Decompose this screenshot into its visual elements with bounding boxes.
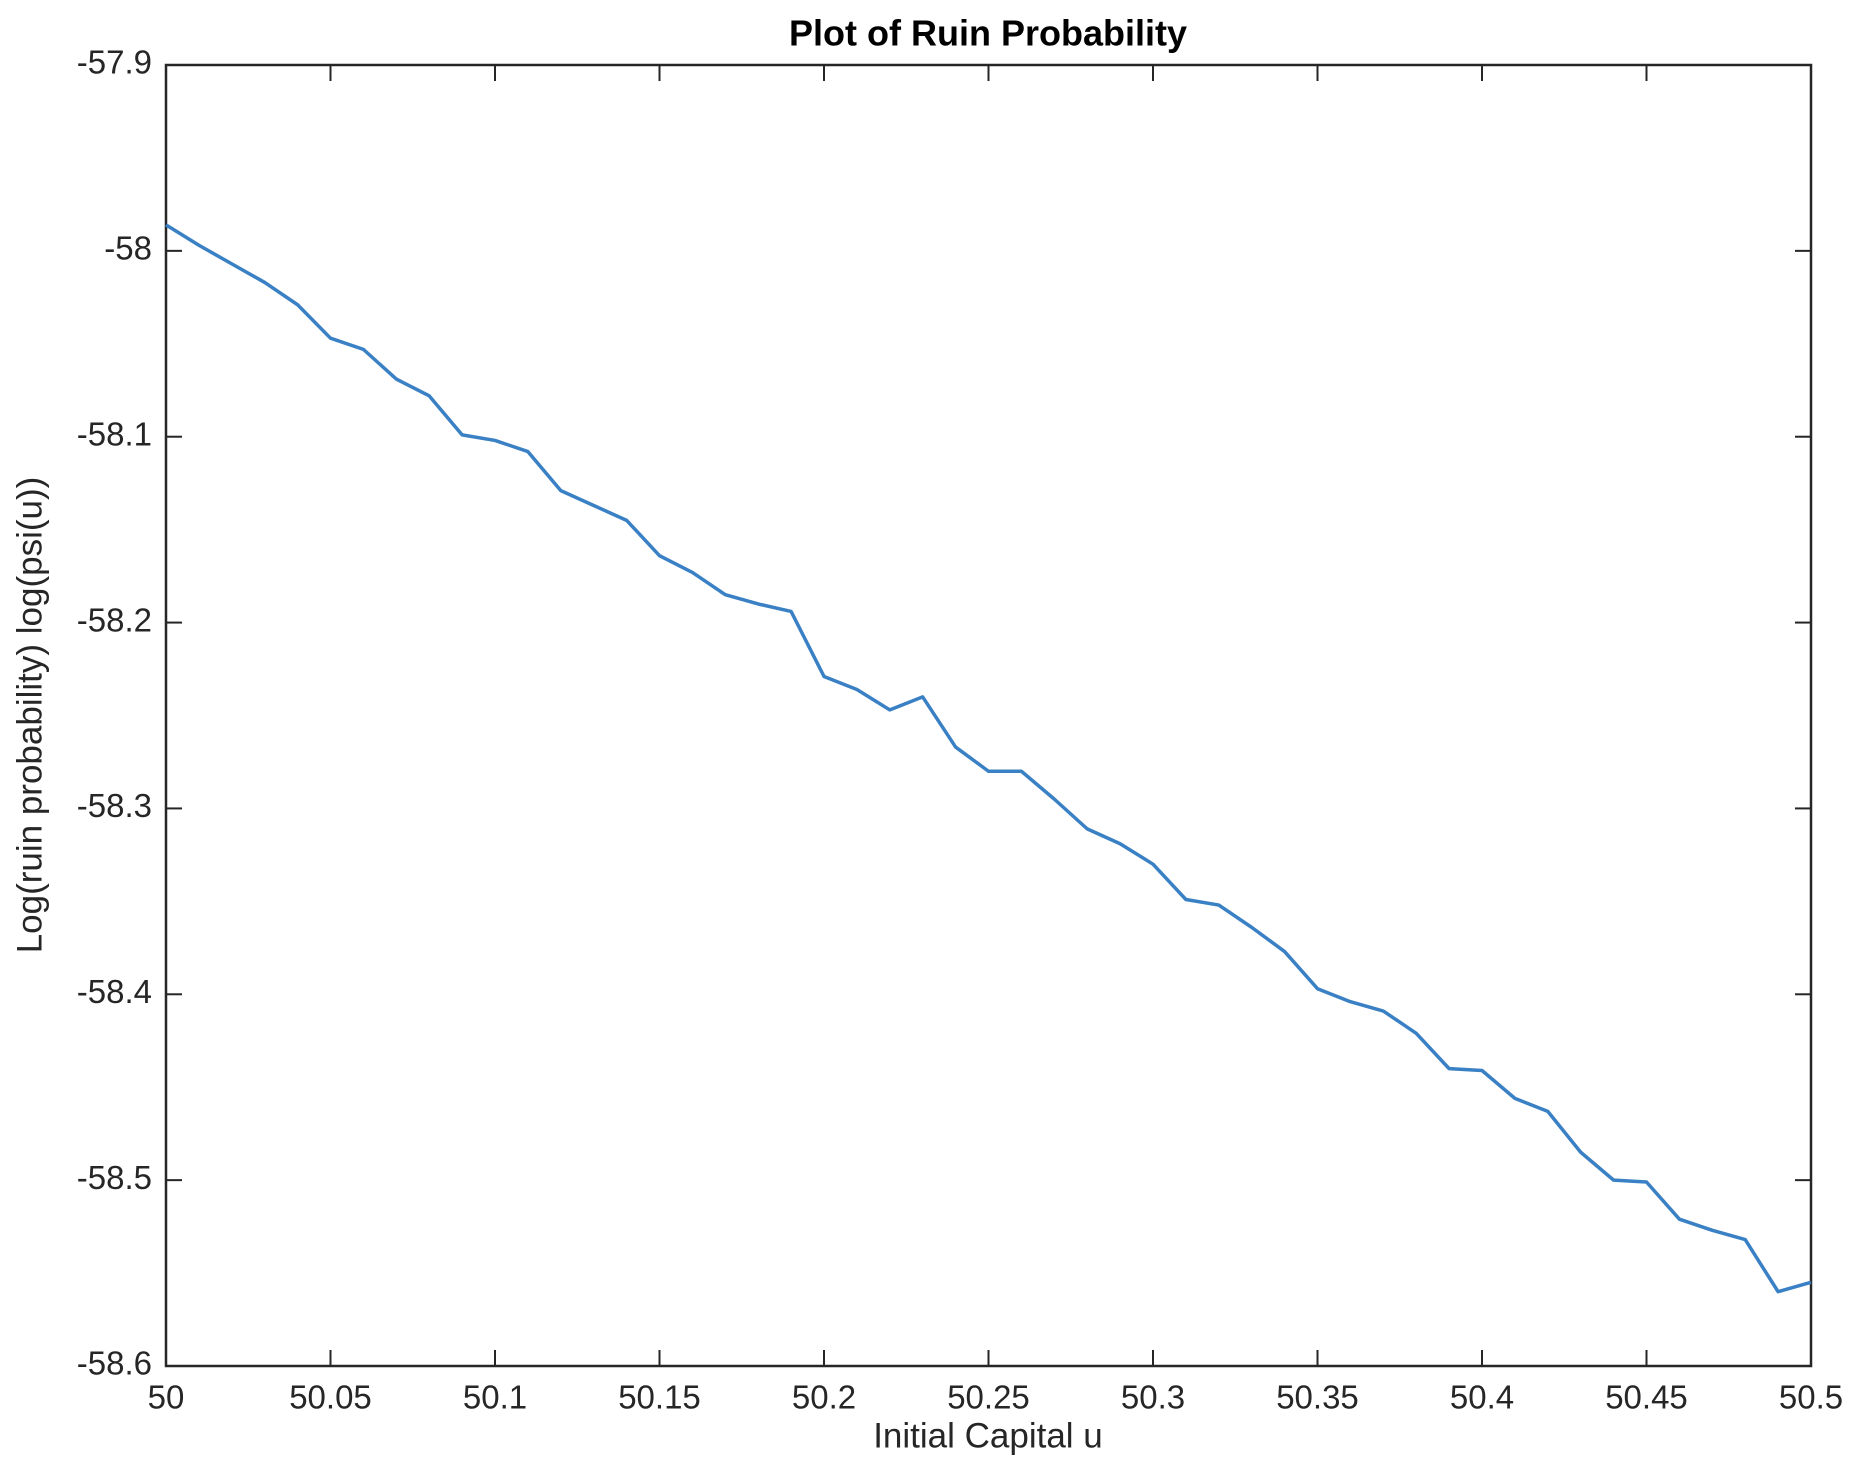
y-tick-label: -58.6: [77, 1345, 152, 1382]
plot-frame: [164, 63, 1813, 1368]
y-axis-label: Log(ruin probability) log(psi(u)): [10, 477, 49, 954]
y-tick-label: -58.4: [77, 973, 152, 1010]
x-tick-label: 50.2: [792, 1379, 856, 1416]
x-tick-label: 50.25: [947, 1379, 1030, 1416]
x-axis-label: Initial Capital u: [873, 1416, 1103, 1455]
y-tick-label: -58.1: [77, 415, 152, 452]
y-tick-label: -57.9: [77, 44, 152, 81]
x-tick-label: 50.15: [618, 1379, 701, 1416]
x-tick-label: 50.35: [1276, 1379, 1359, 1416]
x-tick-label: 50.3: [1121, 1379, 1185, 1416]
x-tick-label: 50.1: [463, 1379, 527, 1416]
y-tick-label: -58.2: [77, 601, 152, 638]
y-tick-label: -58.5: [77, 1159, 152, 1196]
chart-title: Plot of Ruin Probability: [789, 13, 1187, 54]
y-tick-label: -58: [104, 230, 152, 267]
y-tick-label: -58.3: [77, 787, 152, 824]
x-tick-label: 50.4: [1450, 1379, 1514, 1416]
data-line: [165, 223, 1812, 1294]
x-tick-label: 50: [148, 1379, 185, 1416]
x-tick-label: 50.45: [1605, 1379, 1688, 1416]
x-tick-label: 50.05: [289, 1379, 372, 1416]
x-tick-label: 50.5: [1779, 1379, 1843, 1416]
